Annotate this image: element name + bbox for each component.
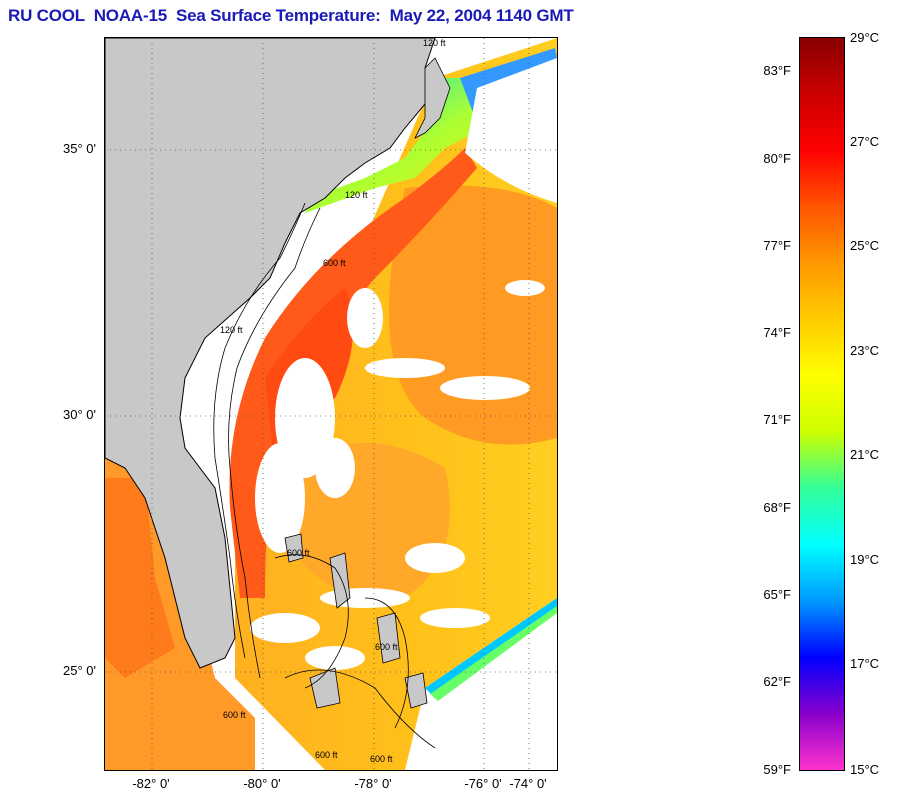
colorbar-f-label: 68°F — [763, 500, 791, 515]
contour-label: 600 ft — [223, 710, 246, 720]
colorbar-f-label: 59°F — [763, 762, 791, 777]
contour-label: 600 ft — [323, 258, 346, 268]
depth-contours — [213, 202, 436, 749]
grid-lines — [105, 38, 557, 770]
colorbar-f-label: 80°F — [763, 151, 791, 166]
temperature-colorbar — [799, 37, 845, 771]
contour-label: 120 ft — [423, 38, 446, 48]
colorbar-f-label: 65°F — [763, 587, 791, 602]
colorbar-c-label: 21°C — [850, 447, 880, 462]
colorbar-f-label: 62°F — [763, 674, 791, 689]
land — [105, 38, 436, 669]
colorbar-c-label: 23°C — [850, 343, 880, 358]
lat-label-35: 35° 0' — [63, 141, 96, 156]
bahamas — [284, 533, 428, 709]
colorbar-f-label: 74°F — [763, 325, 791, 340]
contour-label: 600 ft — [315, 750, 338, 760]
contour-label: 120 ft — [220, 325, 243, 335]
colorbar-c-label: 19°C — [850, 552, 880, 567]
colorbar-c-label: 17°C — [850, 656, 880, 671]
shelf-water — [305, 78, 525, 213]
colorbar-c-label: 27°C — [850, 134, 880, 149]
colorbar-f-label: 83°F — [763, 63, 791, 78]
cloud-patches — [250, 280, 545, 670]
lon-label-74: -74° 0' — [509, 776, 547, 791]
lon-label-82: -82° 0' — [132, 776, 170, 791]
contour-label: 600 ft — [370, 754, 393, 764]
no-data-east — [465, 58, 557, 203]
contour-label: 120 ft — [345, 190, 368, 200]
colorbar-c-label: 29°C — [850, 30, 880, 45]
chart-title: RU COOL NOAA-15 Sea Surface Temperature:… — [8, 6, 574, 25]
colorbar-c-label: 15°C — [850, 762, 880, 777]
lat-label-25: 25° 0' — [63, 663, 96, 678]
sst-map: 120 ft 600 ft 120 ft 600 ft 120 ft 600 f… — [104, 37, 558, 771]
lon-label-76: -76° 0' — [464, 776, 502, 791]
lon-label-80: -80° 0' — [243, 776, 281, 791]
colorbar-f-label: 71°F — [763, 412, 791, 427]
lon-label-78: -78° 0' — [354, 776, 392, 791]
colorbar-c-label: 25°C — [850, 238, 880, 253]
colorbar-f-label: 77°F — [763, 238, 791, 253]
contour-label: 600 ft — [375, 642, 398, 652]
lat-label-30: 30° 0' — [63, 407, 96, 422]
contour-label: 600 ft — [287, 548, 310, 558]
